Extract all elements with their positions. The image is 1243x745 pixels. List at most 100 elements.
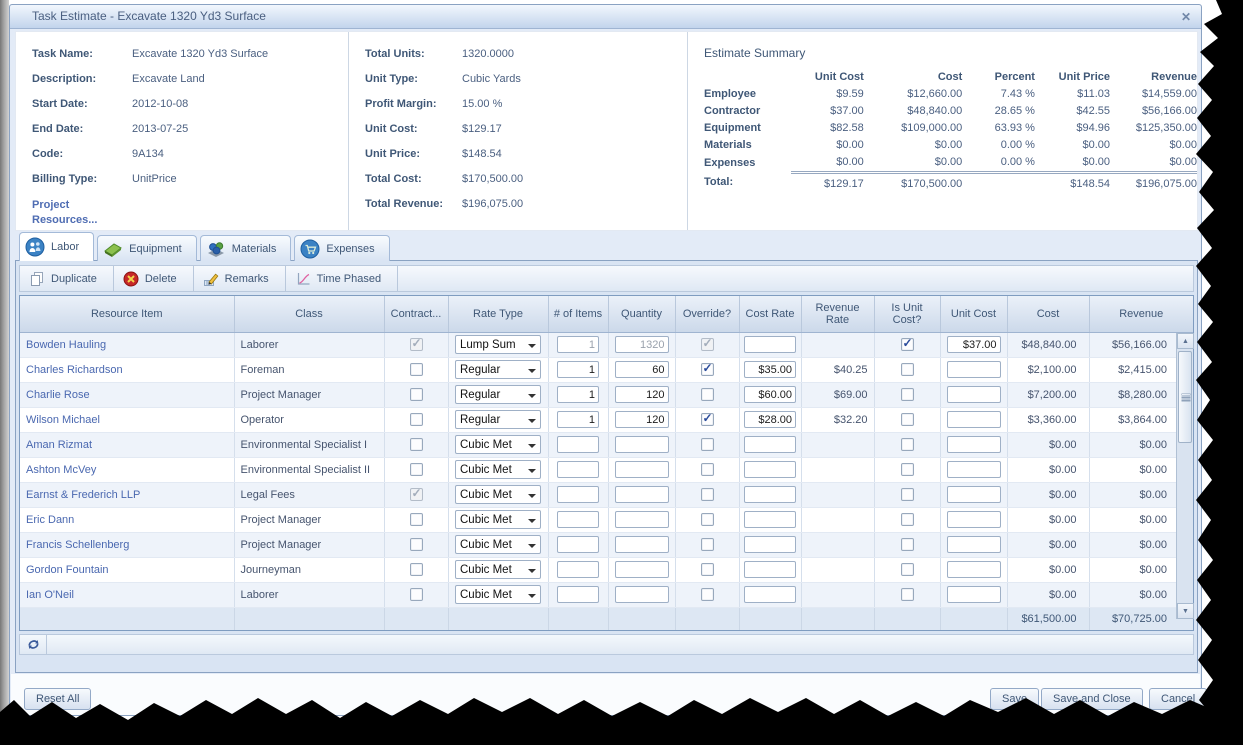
resource-item-link[interactable]: Earnst & Frederich LLP	[26, 488, 141, 501]
contract-checkbox[interactable]	[409, 438, 423, 451]
tab-expenses[interactable]: Expenses	[294, 235, 390, 261]
quantity-input[interactable]	[614, 536, 669, 553]
unit-cost-input[interactable]	[946, 436, 1001, 453]
override-checkbox[interactable]	[700, 463, 714, 476]
items-input[interactable]	[557, 511, 599, 528]
tab-labor[interactable]: Labor	[19, 232, 95, 261]
unit-cost-input[interactable]	[946, 586, 1001, 603]
is-unit-cost-checkbox[interactable]	[900, 488, 914, 501]
project-resources-link[interactable]: Project Resources...	[32, 199, 98, 226]
cost-rate-input[interactable]	[744, 586, 796, 603]
override-checkbox[interactable]	[700, 488, 714, 501]
is-unit-cost-checkbox[interactable]	[900, 463, 914, 476]
is-unit-cost-checkbox[interactable]	[900, 336, 914, 351]
contract-checkbox[interactable]	[409, 388, 423, 401]
delete-button[interactable]: Delete	[114, 266, 194, 291]
override-checkbox[interactable]	[700, 411, 714, 426]
items-input[interactable]	[557, 561, 599, 578]
is-unit-cost-checkbox[interactable]	[900, 438, 914, 451]
contract-checkbox[interactable]	[409, 363, 423, 376]
is-unit-cost-checkbox[interactable]	[900, 538, 914, 551]
cost-rate-input[interactable]	[744, 511, 796, 528]
resource-item-link[interactable]: Ian O'Neil	[26, 588, 74, 601]
rate-type-select[interactable]: Cubic Met	[455, 510, 541, 529]
resource-item-link[interactable]: Francis Schellenberg	[26, 538, 130, 551]
quantity-input[interactable]	[614, 336, 669, 353]
rate-type-select[interactable]: Cubic Met	[455, 485, 541, 504]
resource-item-link[interactable]: Bowden Hauling	[26, 338, 107, 351]
cost-rate-input[interactable]	[744, 386, 796, 403]
resource-item-link[interactable]: Charles Richardson	[26, 363, 123, 376]
items-input[interactable]	[557, 336, 599, 353]
is-unit-cost-checkbox[interactable]	[900, 388, 914, 401]
resource-item-link[interactable]: Ashton McVey	[26, 463, 97, 476]
resource-item-link[interactable]: Charlie Rose	[26, 388, 90, 401]
override-checkbox[interactable]	[700, 588, 714, 601]
save-button[interactable]: Save	[990, 688, 1040, 710]
contract-checkbox[interactable]	[409, 538, 423, 551]
override-checkbox[interactable]	[700, 361, 714, 376]
quantity-input[interactable]	[614, 386, 669, 403]
contract-checkbox[interactable]	[409, 413, 423, 426]
vertical-scrollbar[interactable]: ▲ ▼	[1176, 333, 1194, 619]
unit-cost-input[interactable]	[946, 361, 1001, 378]
refresh-button[interactable]	[20, 635, 47, 654]
resource-item-link[interactable]: Eric Dann	[26, 513, 75, 526]
items-input[interactable]	[557, 436, 599, 453]
rate-type-select[interactable]: Regular	[455, 360, 541, 379]
rate-type-select[interactable]: Regular	[455, 410, 541, 429]
is-unit-cost-checkbox[interactable]	[900, 588, 914, 601]
cost-rate-input[interactable]	[744, 361, 796, 378]
resource-item-link[interactable]: Wilson Michael	[26, 413, 100, 426]
unit-cost-input[interactable]	[946, 511, 1001, 528]
cost-rate-input[interactable]	[744, 536, 796, 553]
override-checkbox[interactable]	[700, 388, 714, 401]
unit-cost-input[interactable]	[946, 561, 1001, 578]
unit-cost-input[interactable]	[946, 336, 1001, 353]
cost-rate-input[interactable]	[744, 561, 796, 578]
rate-type-select[interactable]: Regular	[455, 385, 541, 404]
unit-cost-input[interactable]	[946, 536, 1001, 553]
is-unit-cost-checkbox[interactable]	[900, 513, 914, 526]
items-input[interactable]	[557, 411, 599, 428]
scrollbar-thumb[interactable]	[1178, 351, 1192, 443]
cost-rate-input[interactable]	[744, 411, 796, 428]
is-unit-cost-checkbox[interactable]	[900, 413, 914, 426]
rate-type-select[interactable]: Lump Sum	[455, 335, 541, 354]
override-checkbox[interactable]	[700, 563, 714, 576]
save-and-close-button[interactable]: Save and Close	[1041, 688, 1143, 710]
remarks-button[interactable]: Remarks	[194, 266, 286, 291]
items-input[interactable]	[557, 586, 599, 603]
resource-item-link[interactable]: Gordon Fountain	[26, 563, 109, 576]
quantity-input[interactable]	[614, 586, 669, 603]
duplicate-button[interactable]: Duplicate	[20, 266, 114, 291]
items-input[interactable]	[557, 386, 599, 403]
cost-rate-input[interactable]	[744, 436, 796, 453]
quantity-input[interactable]	[614, 411, 669, 428]
tab-equipment[interactable]: Equipment	[97, 235, 197, 261]
unit-cost-input[interactable]	[946, 461, 1001, 478]
quantity-input[interactable]	[614, 361, 669, 378]
scroll-up-arrow-icon[interactable]: ▲	[1177, 333, 1194, 349]
items-input[interactable]	[557, 361, 599, 378]
quantity-input[interactable]	[614, 436, 669, 453]
quantity-input[interactable]	[614, 561, 669, 578]
rate-type-select[interactable]: Cubic Met	[455, 435, 541, 454]
scroll-down-arrow-icon[interactable]: ▼	[1177, 603, 1194, 619]
resource-item-link[interactable]: Aman Rizmat	[26, 438, 93, 451]
items-input[interactable]	[557, 486, 599, 503]
close-icon[interactable]: ✕	[1180, 10, 1191, 24]
contract-checkbox[interactable]	[409, 513, 423, 526]
quantity-input[interactable]	[614, 511, 669, 528]
override-checkbox[interactable]	[700, 538, 714, 551]
time-phased-button[interactable]: Time Phased	[286, 266, 399, 291]
items-input[interactable]	[557, 461, 599, 478]
rate-type-select[interactable]: Cubic Met	[455, 535, 541, 554]
cost-rate-input[interactable]	[744, 336, 796, 353]
override-checkbox[interactable]	[700, 513, 714, 526]
contract-checkbox[interactable]	[409, 588, 423, 601]
contract-checkbox[interactable]	[409, 563, 423, 576]
cost-rate-input[interactable]	[744, 461, 796, 478]
cancel-button[interactable]: Cancel	[1149, 688, 1208, 710]
rate-type-select[interactable]: Cubic Met	[455, 560, 541, 579]
